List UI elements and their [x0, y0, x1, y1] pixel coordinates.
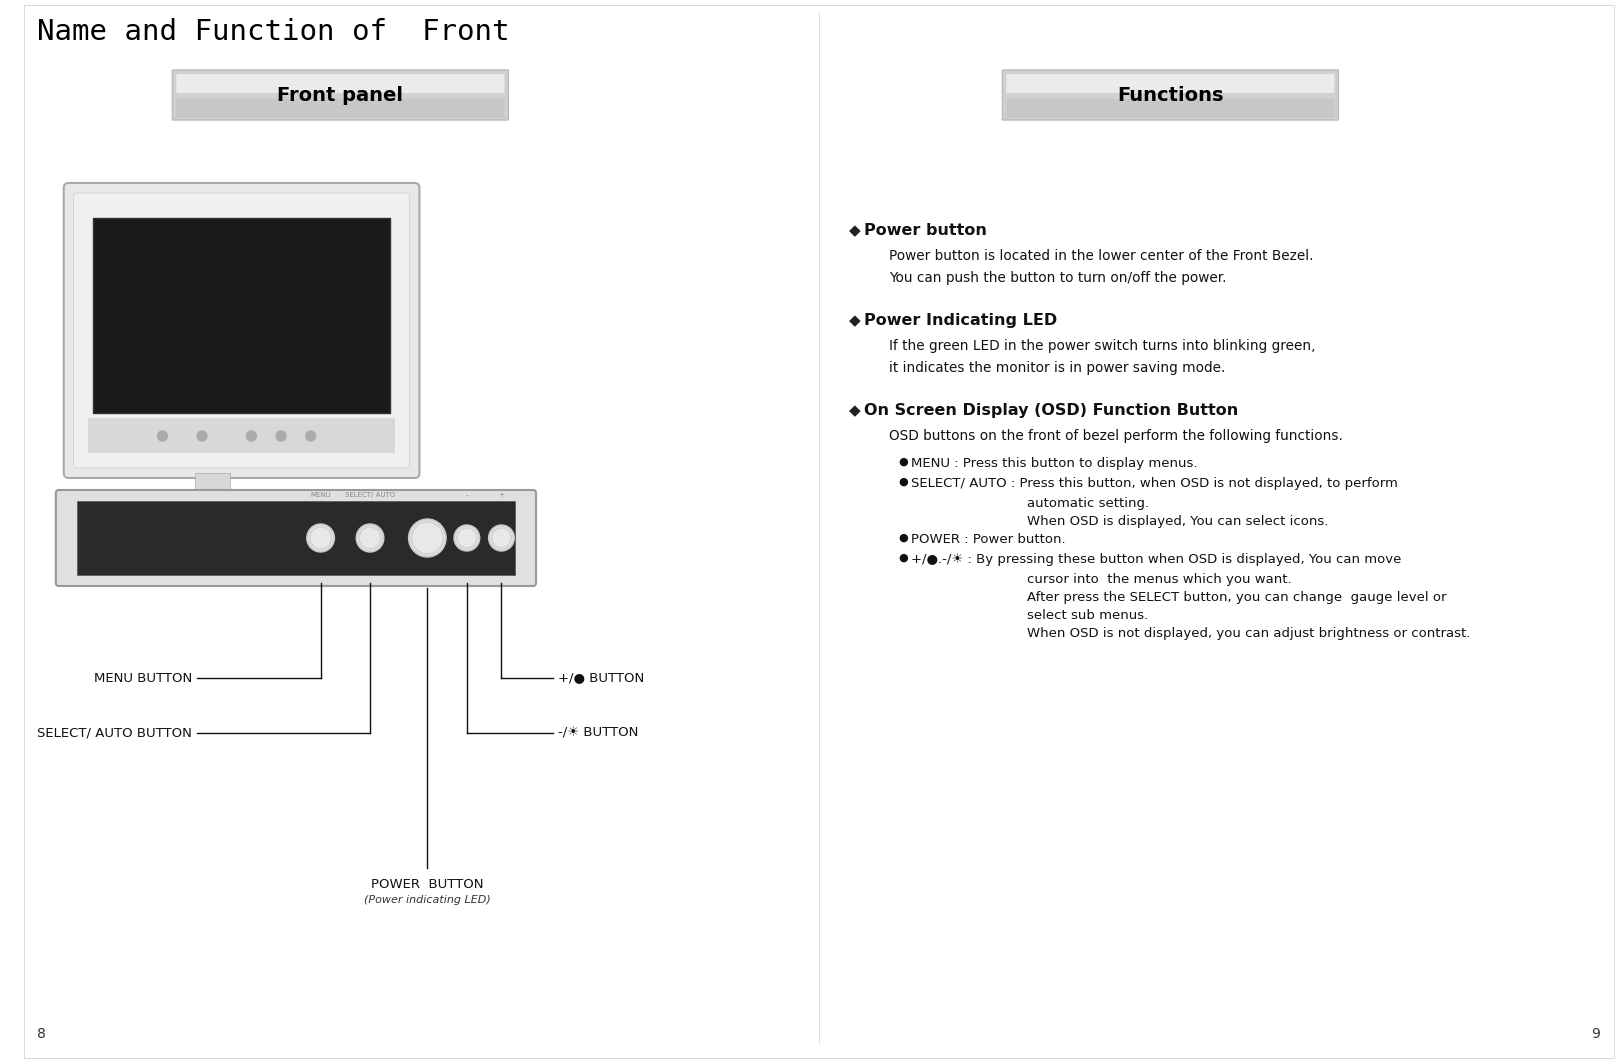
FancyBboxPatch shape: [63, 183, 419, 478]
Circle shape: [489, 525, 515, 551]
Text: +/●.-/☀ : By pressing these button when OSD is displayed, You can move: +/●.-/☀ : By pressing these button when …: [910, 553, 1400, 566]
Circle shape: [408, 519, 447, 557]
Circle shape: [277, 431, 287, 441]
Text: ●: ●: [899, 553, 908, 563]
Text: ●: ●: [899, 477, 908, 487]
Text: select sub menus.: select sub menus.: [1026, 609, 1148, 622]
Circle shape: [309, 526, 332, 550]
Text: -/☀ BUTTON: -/☀ BUTTON: [559, 726, 638, 740]
Text: 9: 9: [1591, 1027, 1600, 1041]
Text: When OSD is not displayed, you can adjust brightness or contrast.: When OSD is not displayed, you can adjus…: [1026, 627, 1470, 640]
Text: OSD buttons on the front of bezel perform the following functions.: OSD buttons on the front of bezel perfor…: [889, 429, 1342, 443]
Text: Front panel: Front panel: [277, 85, 403, 104]
Text: When OSD is displayed, You can select icons.: When OSD is displayed, You can select ic…: [1026, 514, 1329, 528]
Text: On Screen Display (OSD) Function Button: On Screen Display (OSD) Function Button: [865, 403, 1239, 418]
FancyBboxPatch shape: [176, 74, 505, 92]
Text: -: -: [466, 492, 468, 497]
Text: Functions: Functions: [1117, 85, 1224, 104]
FancyBboxPatch shape: [172, 70, 508, 120]
Circle shape: [411, 521, 444, 555]
Text: MENU BUTTON: MENU BUTTON: [94, 672, 193, 685]
Text: ◆: ◆: [850, 313, 861, 328]
Text: SELECT/ AUTO : Press this button, when OSD is not displayed, to perform: SELECT/ AUTO : Press this button, when O…: [910, 477, 1397, 490]
Text: ◆: ◆: [850, 403, 861, 418]
Text: Power button: Power button: [865, 223, 988, 238]
FancyBboxPatch shape: [55, 490, 536, 586]
FancyBboxPatch shape: [139, 509, 285, 535]
Text: SELECT/ AUTO: SELECT/ AUTO: [345, 492, 395, 497]
Text: Name and Function of  Front: Name and Function of Front: [37, 18, 510, 46]
Text: +: +: [499, 492, 505, 497]
Circle shape: [246, 431, 256, 441]
FancyBboxPatch shape: [176, 99, 505, 118]
FancyBboxPatch shape: [1007, 99, 1334, 118]
Bar: [196, 473, 230, 518]
FancyBboxPatch shape: [1002, 70, 1339, 120]
Text: You can push the button to turn on/off the power.: You can push the button to turn on/off t…: [889, 271, 1226, 285]
Circle shape: [453, 525, 479, 551]
Text: 8: 8: [37, 1027, 45, 1041]
Text: POWER : Power button.: POWER : Power button.: [910, 533, 1065, 546]
Circle shape: [457, 527, 478, 549]
Text: ●: ●: [899, 457, 908, 467]
Text: automatic setting.: automatic setting.: [1026, 497, 1149, 510]
Bar: [89, 418, 395, 453]
Text: SELECT/ AUTO BUTTON: SELECT/ AUTO BUTTON: [37, 726, 193, 740]
Circle shape: [356, 524, 384, 552]
Text: After press the SELECT button, you can change  gauge level or: After press the SELECT button, you can c…: [1026, 591, 1447, 604]
Text: MENU: MENU: [311, 492, 330, 497]
Circle shape: [157, 431, 167, 441]
Circle shape: [198, 431, 207, 441]
Text: ●: ●: [899, 533, 908, 543]
Bar: [76, 501, 515, 575]
Circle shape: [491, 527, 512, 549]
Bar: [94, 218, 390, 414]
Circle shape: [306, 431, 316, 441]
Circle shape: [306, 524, 335, 552]
Circle shape: [358, 526, 382, 550]
Text: POWER  BUTTON: POWER BUTTON: [371, 878, 484, 891]
Text: it indicates the monitor is in power saving mode.: it indicates the monitor is in power sav…: [889, 361, 1226, 375]
Text: cursor into  the menus which you want.: cursor into the menus which you want.: [1026, 573, 1292, 586]
Text: (Power indicating LED): (Power indicating LED): [364, 895, 491, 905]
Text: If the green LED in the power switch turns into blinking green,: If the green LED in the power switch tur…: [889, 339, 1315, 353]
Text: Power Indicating LED: Power Indicating LED: [865, 313, 1057, 328]
Text: MENU : Press this button to display menus.: MENU : Press this button to display menu…: [910, 457, 1196, 470]
FancyBboxPatch shape: [73, 193, 410, 468]
Text: Power button is located in the lower center of the Front Bezel.: Power button is located in the lower cen…: [889, 249, 1313, 263]
Text: ◆: ◆: [850, 223, 861, 238]
Text: +/● BUTTON: +/● BUTTON: [559, 672, 644, 685]
FancyBboxPatch shape: [1007, 74, 1334, 92]
